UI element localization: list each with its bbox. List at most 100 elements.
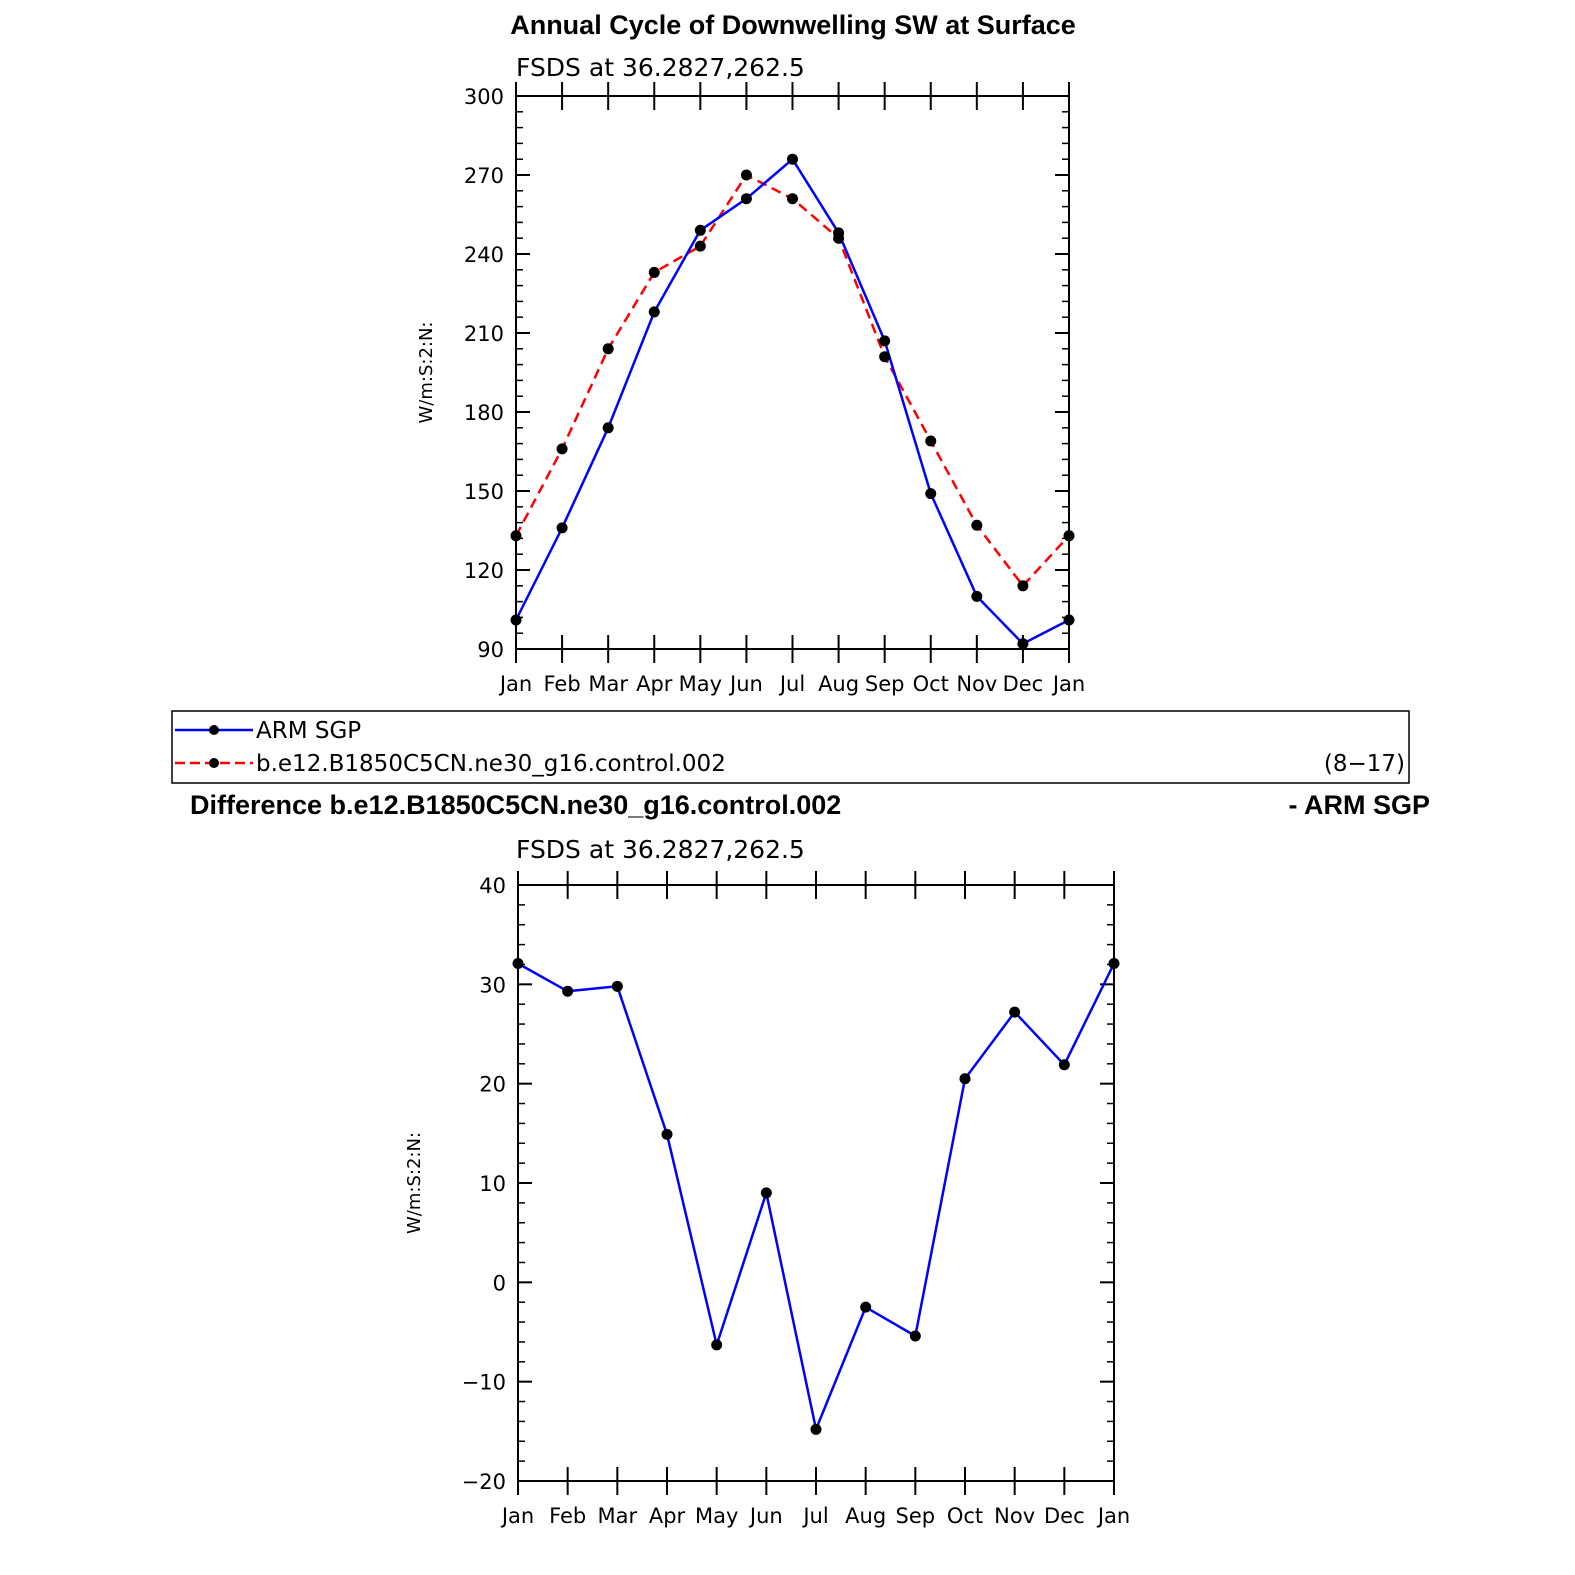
- legend-marker-model: [209, 758, 219, 768]
- chart-0-ytick-label: 120: [464, 559, 504, 583]
- chart-1-series-0-point: [611, 980, 623, 992]
- chart-0-xtick-label: Dec: [1003, 672, 1044, 696]
- chart-1-series-0-point: [711, 1339, 723, 1351]
- chart-0-ytick-label: 270: [464, 164, 504, 188]
- chart-0-series-1-point: [556, 443, 568, 455]
- chart-1-series-0-point: [760, 1187, 772, 1199]
- chart-1-frame: [517, 884, 1115, 1482]
- chart-0-series-0-point: [925, 488, 937, 500]
- chart-1-series-0-point: [810, 1423, 822, 1435]
- chart-0-series-1-point: [787, 193, 798, 205]
- chart-1-xtick-label: May: [695, 1504, 738, 1528]
- chart-1-ytick-label: −20: [462, 1470, 506, 1494]
- chart-1-series-0-point: [909, 1330, 921, 1342]
- legend-box: [171, 710, 1410, 784]
- chart-1-ytick-label: −10: [462, 1371, 506, 1395]
- bottom-chart-plot: −20 −10 0 10 20 30 40 Jan Feb Mar Apr May Jun Jul Aug S…: [404, 871, 1130, 1528]
- chart-0-series-1-line: [514, 173, 1070, 588]
- chart-0-series-1-point: [648, 266, 660, 278]
- chart-0-series-0-point: [602, 422, 614, 434]
- chart-0-series-0-point: [648, 306, 660, 318]
- chart-1-y-axis-label: W/m:S:2:N:: [404, 1132, 425, 1234]
- chart-1-series-0-point: [959, 1073, 971, 1085]
- chart-1-ytick-label: 40: [479, 874, 506, 898]
- legend-label-arm-sgp: ARM SGP: [256, 718, 361, 744]
- chart-1-xtick-label: Apr: [649, 1504, 686, 1528]
- chart-0-ytick-label: 240: [464, 243, 504, 267]
- chart-0-series-1-point: [694, 240, 706, 252]
- chart-0-series-1-point: [971, 519, 983, 531]
- chart-0-xtick-label: Sep: [865, 672, 905, 696]
- chart-1-xtick-label: Jun: [748, 1504, 783, 1528]
- chart-0-series-1-point: [740, 169, 752, 181]
- chart-0-series-1-point: [1017, 580, 1029, 592]
- chart-0-series-0-point: [556, 522, 568, 534]
- chart-0-xtick-label: Jan: [498, 672, 532, 696]
- chart-0-ytick-label: 210: [464, 322, 504, 346]
- chart-0-series-0-point: [879, 335, 891, 347]
- chart-1-series-0-point: [860, 1301, 872, 1313]
- legend-marker-arm-sgp: [209, 725, 219, 735]
- chart-0-series-1-point: [925, 435, 937, 447]
- chart-1-xtick-label: Nov: [994, 1504, 1035, 1528]
- chart-0-series-0-point: [787, 153, 798, 165]
- chart-0-xtick-label: Nov: [956, 672, 997, 696]
- chart-1-series-0-point: [1009, 1006, 1021, 1018]
- legend-note: (8−17): [1324, 751, 1405, 777]
- chart-0-xtick-label: Apr: [636, 672, 673, 696]
- chart-0-series-0-point: [1017, 638, 1029, 650]
- chart-0-xtick-label: Aug: [818, 672, 859, 696]
- bottom-chart-title-right: - ARM SGP: [1289, 790, 1431, 820]
- chart-0-ytick-label: 300: [464, 85, 504, 109]
- chart-1-xtick-label: Jan: [500, 1504, 534, 1528]
- chart-0-series-1-point: [1063, 530, 1075, 542]
- chart-1-xtick-label: Feb: [549, 1504, 586, 1528]
- bottom-chart-subtitle: FSDS at 36.2827,262.5: [516, 835, 805, 864]
- legend-label-model: b.e12.B1850C5CN.ne30_g16.control.002: [256, 751, 726, 777]
- chart-0-series-0-point: [740, 193, 752, 205]
- chart-1-xtick-label: Sep: [896, 1504, 936, 1528]
- chart-0-series-0-point: [510, 614, 522, 626]
- chart-1-xtick-label: Aug: [845, 1504, 886, 1528]
- chart-0-ytick-label: 150: [464, 480, 504, 504]
- chart-1-xtick-label: Jul: [801, 1504, 828, 1528]
- chart-1-series-0-line: [517, 962, 1116, 1431]
- legend: ARM SGP b.e12.B1850C5CN.ne30_g16.control…: [171, 710, 1410, 784]
- chart-0-series-1-point: [602, 343, 614, 355]
- top-chart-title: Annual Cycle of Downwelling SW at Surfac…: [510, 10, 1076, 40]
- chart-0-series-1-point: [510, 530, 522, 542]
- chart-0-y-axis-label: W/m:S:2:N:: [416, 322, 437, 424]
- top-chart-subtitle: FSDS at 36.2827,262.5: [516, 53, 805, 82]
- chart-0-frame: [515, 95, 1070, 650]
- chart-0-series-0-point: [694, 224, 706, 236]
- chart-0-series-0-line: [514, 157, 1070, 645]
- chart-0-series-1-point: [833, 232, 845, 244]
- chart-0-series-1-point: [879, 351, 891, 363]
- chart-1-xtick-label: Dec: [1044, 1504, 1085, 1528]
- chart-0-xtick-label: Feb: [543, 672, 580, 696]
- chart-0-series-0-point: [1063, 614, 1075, 626]
- chart-0-ytick-label: 180: [464, 401, 504, 425]
- chart-1-ytick-label: 10: [479, 1172, 506, 1196]
- chart-1-xtick-label: Jan: [1096, 1504, 1130, 1528]
- chart-1-ytick-label: 20: [479, 1073, 506, 1097]
- chart-0-series-0-point: [971, 590, 983, 602]
- bottom-chart-title-left: Difference b.e12.B1850C5CN.ne30_g16.cont…: [190, 790, 841, 820]
- chart-1-xtick-label: Mar: [598, 1504, 638, 1528]
- chart-1-ytick-label: 30: [479, 973, 506, 997]
- chart-0-xtick-label: Jul: [778, 672, 805, 696]
- chart-0-xtick-label: Oct: [913, 672, 949, 696]
- chart-1-series-0-point: [512, 957, 524, 969]
- chart-0-ytick-label: 90: [477, 638, 504, 662]
- chart-1-series-0-point: [1108, 957, 1120, 969]
- chart-1-series-0-point: [562, 985, 574, 997]
- chart-0-xtick-label: May: [679, 672, 722, 696]
- chart-0-xtick-label: Jun: [728, 672, 763, 696]
- chart-1-xtick-label: Oct: [947, 1504, 983, 1528]
- chart-1-series-0-point: [1058, 1059, 1070, 1071]
- chart-1-series-0-point: [661, 1128, 673, 1140]
- chart-0-xtick-label: Jan: [1051, 672, 1085, 696]
- chart-0-xtick-label: Mar: [588, 672, 628, 696]
